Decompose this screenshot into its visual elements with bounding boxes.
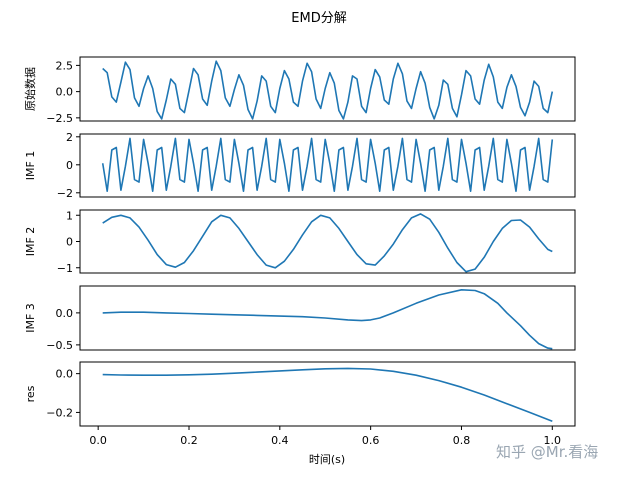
original-data-series-line [102, 60, 554, 120]
original-data-ylabel: 原始数据 [23, 67, 37, 111]
imf3-ytick-label: 0.0 [56, 307, 74, 320]
residual-axes-frame [79, 361, 576, 427]
imf2-axes-frame [79, 209, 576, 274]
original-data-ytick-label: 2.5 [56, 59, 74, 72]
imf1-ylabel: IMF 1 [24, 151, 37, 181]
imf1-ytick-label: 2 [66, 131, 73, 144]
imf1-series-line [101, 137, 554, 192]
x-axis-label: 时间(s) [309, 453, 345, 466]
xtick-label: 0.0 [89, 434, 107, 447]
xtick-label: 1.0 [544, 434, 562, 447]
imf2-ytick-label: 1 [66, 209, 73, 222]
original-data-ytick-label: 0.0 [56, 86, 74, 99]
imf3-axes-frame [79, 285, 576, 351]
imf3-ylabel: IMF 3 [24, 303, 37, 333]
imf1-ytick-label: 0 [66, 159, 73, 172]
xtick-label: 0.2 [180, 434, 198, 447]
watermark: 知乎 @Mr.看海 [496, 443, 598, 461]
subplot-panels: 2.5 0.0 −2.5 原始数据 2 0 −2 IMF 1 1 0 −1 IMF 2 0.0 −0.5 I… [23, 56, 576, 447]
residual-ytick-label: −0.2 [46, 406, 73, 419]
imf2-ytick-label: −1 [57, 262, 73, 275]
imf2-ylabel: IMF 2 [24, 227, 37, 257]
residual-ylabel: res [24, 385, 37, 402]
xtick-label: 0.6 [362, 434, 380, 447]
original-data-axes-frame [79, 56, 576, 122]
original-data-ytick-label: −2.5 [46, 112, 73, 125]
imf2-series-line [102, 213, 553, 273]
imf1-axes-frame [79, 133, 576, 198]
imf3-series-line [102, 288, 553, 350]
imf2-ytick-label: 0 [66, 236, 73, 249]
residual-ytick-label: 0.0 [56, 368, 74, 381]
residual-series-line [102, 367, 553, 422]
xtick-label: 0.4 [271, 434, 289, 447]
imf1-ytick-label: −2 [57, 187, 73, 200]
figure-title: EMD分解 [291, 11, 346, 26]
xtick-label: 0.8 [453, 434, 471, 447]
imf3-ytick-label: −0.5 [46, 339, 73, 352]
